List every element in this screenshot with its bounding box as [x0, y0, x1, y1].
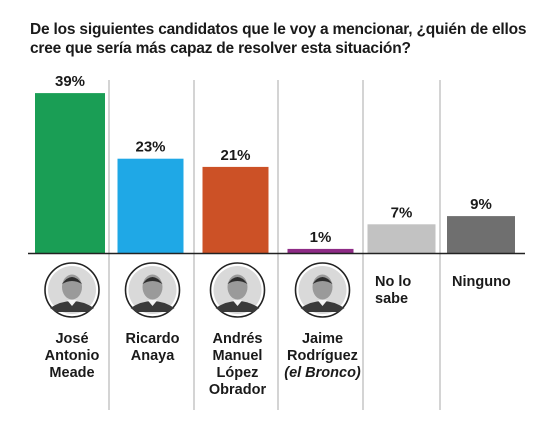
category-label-lopez-obrador: Manuel	[213, 348, 263, 364]
category-label-lopez-obrador: Andrés	[213, 331, 263, 347]
value-labels: 39% 23% 21% 1% 7% 9%	[55, 73, 492, 246]
category-label-meade: Meade	[49, 365, 94, 381]
category-label-no-sabe: No lo	[375, 274, 411, 290]
value-label-anaya: 23%	[135, 139, 165, 156]
portrait-icon-anaya	[124, 262, 181, 318]
value-label-lopez-obrador: 21%	[220, 147, 250, 164]
category-label-ninguno: Ninguno	[452, 274, 511, 290]
portrait-icon-rodriguez	[294, 262, 351, 318]
portrait-icon-meade	[44, 262, 100, 318]
category-label-lopez-obrador: Obrador	[209, 382, 267, 398]
value-label-rodriguez: 1%	[310, 229, 332, 246]
category-label-rodriguez: (el Bronco)	[284, 365, 361, 381]
chart-title: De los siguientes candidatos que le voy …	[30, 21, 527, 57]
category-label-meade: Antonio	[45, 348, 100, 364]
value-label-ninguno: 9%	[470, 196, 492, 213]
bar-meade	[35, 93, 105, 253]
category-label-lopez-obrador: López	[217, 365, 259, 381]
value-label-meade: 39%	[55, 73, 85, 90]
category-label-anaya: Ricardo	[126, 331, 180, 347]
portraits	[44, 262, 351, 318]
value-label-no-sabe: 7%	[391, 204, 413, 221]
bars	[35, 93, 515, 253]
category-label-rodriguez: Rodríguez	[287, 348, 358, 364]
bar-rodriguez	[287, 248, 354, 253]
bar-no-sabe	[367, 224, 436, 253]
bar-anaya	[117, 158, 184, 253]
bar-ninguno	[447, 216, 515, 253]
category-label-rodriguez: Jaime	[302, 331, 343, 347]
bar-lopez-obrador	[202, 166, 269, 253]
category-label-no-sabe: sabe	[375, 291, 408, 307]
category-label-anaya: Anaya	[131, 348, 175, 364]
column-dividers	[108, 80, 441, 410]
portrait-icon-lopez-obrador	[209, 262, 266, 318]
category-label-meade: José	[55, 331, 88, 347]
